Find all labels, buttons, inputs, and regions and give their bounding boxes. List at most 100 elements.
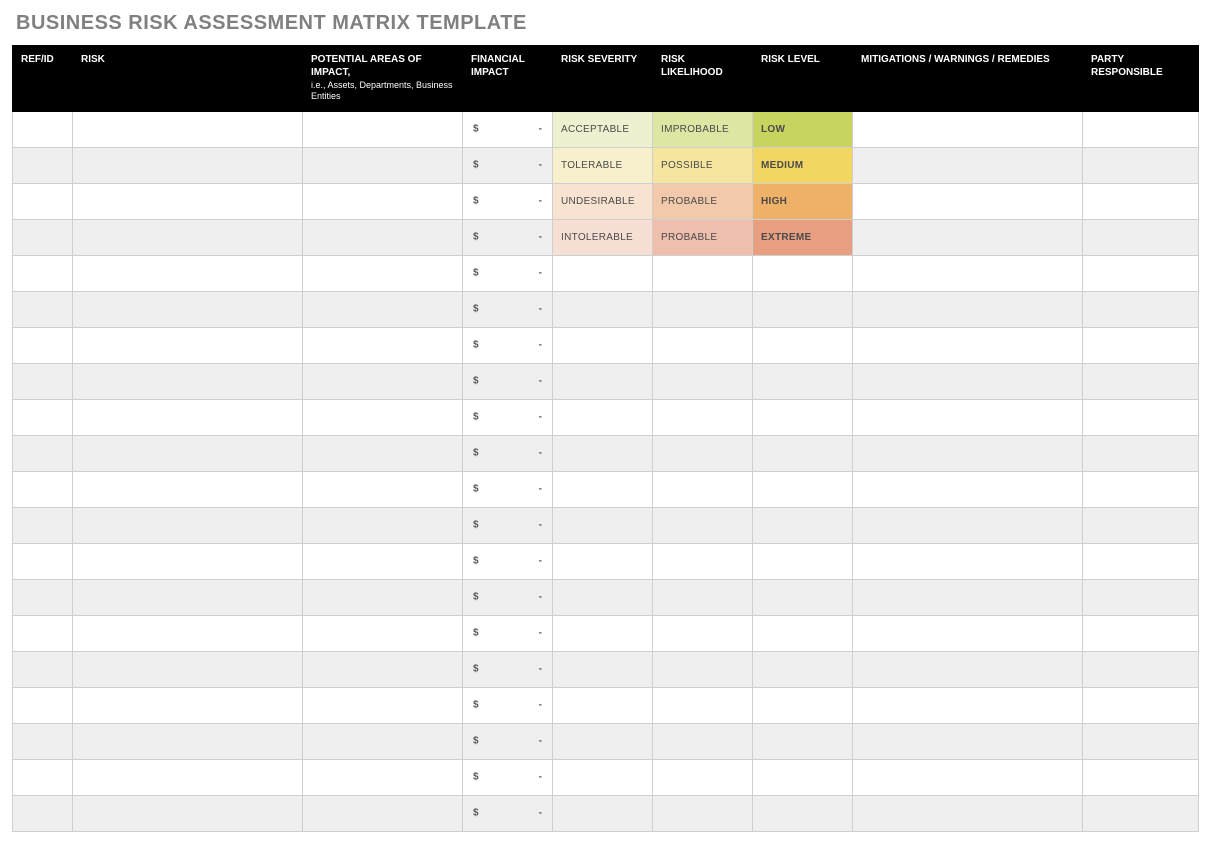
cell-severity[interactable] bbox=[553, 435, 653, 471]
cell-area[interactable] bbox=[303, 615, 463, 651]
cell-party[interactable] bbox=[1083, 543, 1199, 579]
cell-severity[interactable] bbox=[553, 615, 653, 651]
cell-party[interactable] bbox=[1083, 327, 1199, 363]
cell-mitigation[interactable] bbox=[853, 615, 1083, 651]
cell-severity[interactable] bbox=[553, 399, 653, 435]
cell-mitigation[interactable] bbox=[853, 759, 1083, 795]
cell-mitigation[interactable] bbox=[853, 795, 1083, 831]
cell-risk[interactable] bbox=[73, 111, 303, 147]
cell-severity[interactable] bbox=[553, 651, 653, 687]
cell-financial[interactable]: $- bbox=[463, 147, 553, 183]
cell-level[interactable] bbox=[753, 723, 853, 759]
cell-level[interactable] bbox=[753, 327, 853, 363]
cell-party[interactable] bbox=[1083, 363, 1199, 399]
cell-ref[interactable] bbox=[13, 111, 73, 147]
cell-ref[interactable] bbox=[13, 723, 73, 759]
cell-mitigation[interactable] bbox=[853, 723, 1083, 759]
cell-risk[interactable] bbox=[73, 723, 303, 759]
cell-party[interactable] bbox=[1083, 219, 1199, 255]
cell-risk[interactable] bbox=[73, 255, 303, 291]
cell-risk[interactable] bbox=[73, 363, 303, 399]
cell-mitigation[interactable] bbox=[853, 183, 1083, 219]
cell-severity[interactable] bbox=[553, 363, 653, 399]
cell-party[interactable] bbox=[1083, 723, 1199, 759]
cell-mitigation[interactable] bbox=[853, 543, 1083, 579]
cell-risk[interactable] bbox=[73, 795, 303, 831]
cell-ref[interactable] bbox=[13, 435, 73, 471]
cell-party[interactable] bbox=[1083, 615, 1199, 651]
cell-likelihood[interactable] bbox=[653, 327, 753, 363]
cell-mitigation[interactable] bbox=[853, 291, 1083, 327]
cell-party[interactable] bbox=[1083, 471, 1199, 507]
cell-area[interactable] bbox=[303, 183, 463, 219]
cell-ref[interactable] bbox=[13, 759, 73, 795]
cell-risk[interactable] bbox=[73, 651, 303, 687]
cell-severity[interactable] bbox=[553, 291, 653, 327]
cell-level[interactable]: HIGH bbox=[753, 183, 853, 219]
cell-ref[interactable] bbox=[13, 507, 73, 543]
cell-likelihood[interactable] bbox=[653, 435, 753, 471]
cell-likelihood[interactable]: POSSIBLE bbox=[653, 147, 753, 183]
cell-level[interactable] bbox=[753, 543, 853, 579]
cell-financial[interactable]: $- bbox=[463, 579, 553, 615]
cell-level[interactable] bbox=[753, 687, 853, 723]
cell-party[interactable] bbox=[1083, 291, 1199, 327]
cell-area[interactable] bbox=[303, 723, 463, 759]
cell-level[interactable] bbox=[753, 615, 853, 651]
cell-ref[interactable] bbox=[13, 543, 73, 579]
cell-severity[interactable] bbox=[553, 579, 653, 615]
cell-financial[interactable]: $- bbox=[463, 507, 553, 543]
cell-likelihood[interactable] bbox=[653, 399, 753, 435]
cell-likelihood[interactable] bbox=[653, 579, 753, 615]
cell-level[interactable] bbox=[753, 363, 853, 399]
cell-severity[interactable]: TOLERABLE bbox=[553, 147, 653, 183]
cell-financial[interactable]: $- bbox=[463, 651, 553, 687]
cell-severity[interactable] bbox=[553, 471, 653, 507]
cell-mitigation[interactable] bbox=[853, 687, 1083, 723]
cell-area[interactable] bbox=[303, 651, 463, 687]
cell-party[interactable] bbox=[1083, 111, 1199, 147]
cell-financial[interactable]: $- bbox=[463, 543, 553, 579]
cell-financial[interactable]: $- bbox=[463, 291, 553, 327]
cell-likelihood[interactable] bbox=[653, 687, 753, 723]
cell-area[interactable] bbox=[303, 219, 463, 255]
cell-mitigation[interactable] bbox=[853, 507, 1083, 543]
cell-level[interactable] bbox=[753, 255, 853, 291]
cell-likelihood[interactable] bbox=[653, 543, 753, 579]
cell-severity[interactable] bbox=[553, 759, 653, 795]
cell-party[interactable] bbox=[1083, 795, 1199, 831]
cell-ref[interactable] bbox=[13, 687, 73, 723]
cell-area[interactable] bbox=[303, 255, 463, 291]
cell-severity[interactable]: INTOLERABLE bbox=[553, 219, 653, 255]
cell-financial[interactable]: $- bbox=[463, 111, 553, 147]
cell-ref[interactable] bbox=[13, 219, 73, 255]
cell-financial[interactable]: $- bbox=[463, 759, 553, 795]
cell-ref[interactable] bbox=[13, 399, 73, 435]
cell-likelihood[interactable] bbox=[653, 255, 753, 291]
cell-mitigation[interactable] bbox=[853, 219, 1083, 255]
cell-likelihood[interactable] bbox=[653, 471, 753, 507]
cell-likelihood[interactable]: PROBABLE bbox=[653, 219, 753, 255]
cell-level[interactable] bbox=[753, 651, 853, 687]
cell-area[interactable] bbox=[303, 543, 463, 579]
cell-ref[interactable] bbox=[13, 183, 73, 219]
cell-severity[interactable] bbox=[553, 723, 653, 759]
cell-level[interactable] bbox=[753, 471, 853, 507]
cell-mitigation[interactable] bbox=[853, 435, 1083, 471]
cell-likelihood[interactable] bbox=[653, 291, 753, 327]
cell-financial[interactable]: $- bbox=[463, 615, 553, 651]
cell-mitigation[interactable] bbox=[853, 399, 1083, 435]
cell-severity[interactable] bbox=[553, 795, 653, 831]
cell-area[interactable] bbox=[303, 111, 463, 147]
cell-financial[interactable]: $- bbox=[463, 435, 553, 471]
cell-likelihood[interactable] bbox=[653, 723, 753, 759]
cell-level[interactable]: MEDIUM bbox=[753, 147, 853, 183]
cell-risk[interactable] bbox=[73, 183, 303, 219]
cell-level[interactable] bbox=[753, 435, 853, 471]
cell-ref[interactable] bbox=[13, 579, 73, 615]
cell-risk[interactable] bbox=[73, 759, 303, 795]
cell-severity[interactable]: ACCEPTABLE bbox=[553, 111, 653, 147]
cell-party[interactable] bbox=[1083, 759, 1199, 795]
cell-level[interactable] bbox=[753, 795, 853, 831]
cell-level[interactable]: LOW bbox=[753, 111, 853, 147]
